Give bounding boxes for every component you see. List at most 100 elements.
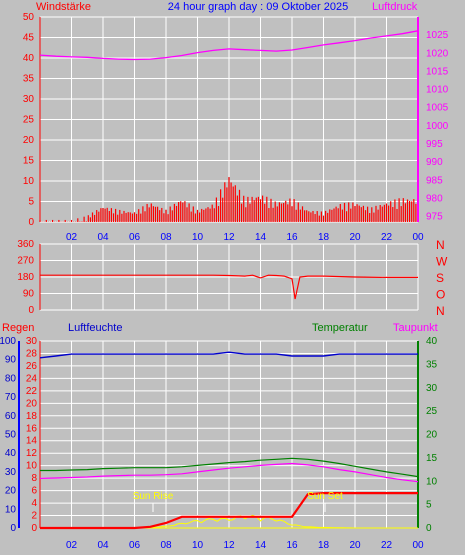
pressure-y-tick: 990 bbox=[426, 157, 443, 168]
humidity-label: Luftfeuchte bbox=[68, 322, 122, 334]
climate-x-tick: 16 bbox=[286, 540, 298, 551]
wind-x-tick: 10 bbox=[192, 232, 204, 243]
temperature-y-tick: 30 bbox=[426, 383, 438, 394]
humidity-y-tick: 90 bbox=[5, 355, 17, 366]
climate-x-tick: 20 bbox=[349, 540, 361, 551]
rain-y-tick: 30 bbox=[26, 336, 38, 347]
climate-x-tick: 18 bbox=[318, 540, 330, 551]
rain-y-tick: 24 bbox=[26, 373, 38, 384]
rain-y-tick: 2 bbox=[31, 511, 37, 522]
wind-x-tick: 08 bbox=[160, 232, 172, 243]
wind-x-tick: 12 bbox=[223, 232, 235, 243]
wind-x-tick: 06 bbox=[129, 232, 141, 243]
wind-x-tick: 14 bbox=[255, 232, 267, 243]
rain-y-tick: 8 bbox=[31, 473, 37, 484]
rain-y-tick: 16 bbox=[26, 423, 38, 434]
rain-y-tick: 18 bbox=[26, 411, 38, 422]
rain-y-tick: 10 bbox=[26, 461, 38, 472]
humidity-y-tick: 0 bbox=[10, 523, 16, 534]
climate-x-tick: 22 bbox=[381, 540, 393, 551]
dewpoint-label: Taupunkt bbox=[393, 322, 438, 334]
humidity-y-tick: 100 bbox=[0, 336, 16, 347]
rain-y-tick: 6 bbox=[31, 486, 37, 497]
pressure-y-tick: 980 bbox=[426, 193, 443, 204]
direction-y-tick: 90 bbox=[23, 289, 35, 300]
direction-compass-label: N bbox=[436, 238, 445, 252]
wind-x-tick: 00 bbox=[412, 232, 424, 243]
pressure-y-tick: 975 bbox=[426, 212, 443, 223]
wind-y-tick: 40 bbox=[23, 53, 35, 64]
direction-y-tick: 0 bbox=[28, 305, 34, 316]
pressure-y-tick: 985 bbox=[426, 175, 443, 186]
temperature-label: Temperatur bbox=[312, 322, 368, 334]
wind-y-tick: 20 bbox=[23, 135, 35, 146]
wind-y-tick: 30 bbox=[23, 94, 35, 105]
wind-y-tick: 45 bbox=[23, 33, 35, 44]
wind-x-tick: 16 bbox=[286, 232, 298, 243]
temperature-y-tick: 35 bbox=[426, 359, 438, 370]
wind-x-tick: 18 bbox=[318, 232, 330, 243]
temperature-y-tick: 25 bbox=[426, 406, 438, 417]
rain-y-tick: 28 bbox=[26, 348, 38, 359]
wind-speed-label: Windstärke bbox=[36, 1, 91, 13]
temperature-y-tick: 40 bbox=[426, 336, 438, 347]
climate-x-tick: 08 bbox=[160, 540, 172, 551]
graph-title: 24 hour graph day : 09 Oktober 2025 bbox=[168, 1, 348, 13]
humidity-y-tick: 80 bbox=[5, 373, 17, 384]
pressure-label: Luftdruck bbox=[372, 1, 418, 13]
climate-x-tick: 00 bbox=[412, 540, 424, 551]
pressure-y-tick: 1010 bbox=[426, 85, 449, 96]
wind-y-tick: 25 bbox=[23, 115, 35, 126]
rain-y-tick: 0 bbox=[31, 523, 37, 534]
wind-y-tick: 15 bbox=[23, 156, 35, 167]
temperature-y-tick: 15 bbox=[426, 453, 438, 464]
wind-y-tick: 0 bbox=[28, 217, 34, 228]
humidity-y-tick: 30 bbox=[5, 467, 17, 478]
rain-y-tick: 14 bbox=[26, 436, 38, 447]
wind-y-tick: 5 bbox=[28, 197, 34, 208]
direction-compass-label: N bbox=[436, 304, 445, 318]
temperature-y-tick: 20 bbox=[426, 430, 438, 441]
pressure-line bbox=[39, 30, 419, 61]
temperature-line bbox=[40, 457, 419, 478]
climate-x-tick: 14 bbox=[255, 540, 267, 551]
wind-x-tick: 04 bbox=[97, 232, 109, 243]
sunrise-label: Sun Rise bbox=[133, 491, 174, 502]
humidity-y-tick: 70 bbox=[5, 392, 17, 403]
climate-x-tick: 02 bbox=[66, 540, 78, 551]
pressure-y-tick: 1005 bbox=[426, 103, 449, 114]
climate-x-tick: 10 bbox=[192, 540, 204, 551]
direction-compass-label: W bbox=[436, 255, 448, 269]
direction-compass-label: S bbox=[436, 271, 444, 285]
temperature-y-tick: 0 bbox=[426, 523, 432, 534]
pressure-y-tick: 1020 bbox=[426, 48, 449, 59]
humidity-y-tick: 10 bbox=[5, 504, 17, 515]
direction-y-tick: 360 bbox=[17, 239, 34, 250]
temperature-y-tick: 5 bbox=[426, 500, 432, 511]
humidity-y-tick: 40 bbox=[5, 448, 17, 459]
temperature-y-tick: 10 bbox=[426, 476, 438, 487]
wind-y-tick: 10 bbox=[23, 176, 35, 187]
wind-x-tick: 22 bbox=[381, 232, 393, 243]
direction-compass-label: O bbox=[436, 288, 445, 302]
wind-x-tick: 20 bbox=[349, 232, 361, 243]
humidity-y-tick: 50 bbox=[5, 430, 17, 441]
climate-x-tick: 12 bbox=[223, 540, 235, 551]
rain-y-tick: 12 bbox=[26, 448, 38, 459]
wind-y-tick: 50 bbox=[23, 12, 35, 23]
wind-bars bbox=[39, 177, 417, 222]
humidity-y-tick: 60 bbox=[5, 411, 17, 422]
climate-x-tick: 04 bbox=[97, 540, 109, 551]
direction-y-tick: 270 bbox=[17, 256, 34, 267]
pressure-y-tick: 995 bbox=[426, 139, 443, 150]
pressure-y-tick: 1015 bbox=[426, 66, 449, 77]
humidity-y-tick: 20 bbox=[5, 486, 17, 497]
sunset-label: Sun Set bbox=[307, 491, 343, 502]
direction-line bbox=[40, 274, 418, 300]
rain-y-tick: 26 bbox=[26, 361, 38, 372]
direction-y-tick: 180 bbox=[17, 272, 34, 283]
rain-y-tick: 22 bbox=[26, 386, 38, 397]
rain-label: Regen bbox=[2, 322, 34, 334]
